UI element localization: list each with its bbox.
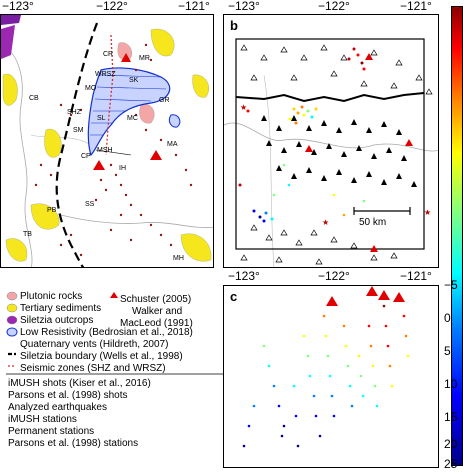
legend-lowres: Low Resistivity (Bedrosian et al., 2018) bbox=[20, 327, 193, 338]
bottom-tick-3: −121° bbox=[400, 269, 432, 283]
legend-siletzia: Siletzia outcrops bbox=[20, 315, 94, 326]
scalebar-label: 50 km bbox=[359, 217, 387, 228]
top-tick-left-2: −122° bbox=[96, 0, 128, 13]
svg-text:★: ★ bbox=[424, 208, 431, 217]
label-shz: SHZ bbox=[67, 109, 81, 116]
bottom-tick-1: −123° bbox=[228, 269, 260, 283]
depth-colorbar bbox=[451, 6, 463, 466]
colorbar-tick-5: 15 bbox=[444, 410, 458, 424]
label-sl: SL bbox=[97, 115, 106, 122]
label-mr: MR bbox=[139, 55, 150, 62]
depth-section-c bbox=[242, 286, 410, 448]
legend-plutonic: Plutonic rocks bbox=[20, 291, 83, 302]
bottom-tick-2: −122° bbox=[318, 269, 350, 283]
colorbar-tick-7: 25 bbox=[444, 457, 458, 471]
depth-panel-c: c bbox=[223, 285, 439, 468]
top-tick-right-1: −123° bbox=[228, 0, 260, 13]
legend-walker: Walker and bbox=[132, 306, 183, 317]
label-tb: TB bbox=[23, 231, 32, 238]
legend-macleod: MacLeod (1991) bbox=[120, 318, 193, 329]
colorbar-tick-3: 5 bbox=[444, 344, 451, 358]
label-msh: MSH bbox=[97, 147, 113, 154]
label-ih: IH bbox=[119, 165, 126, 172]
label-mc: MC bbox=[127, 115, 138, 122]
top-tick-right-2: −122° bbox=[318, 0, 350, 13]
label-ss: SS bbox=[85, 201, 95, 208]
panel-b-letter: b bbox=[228, 18, 240, 33]
label-cp: CP bbox=[81, 153, 91, 160]
label-cb: CB bbox=[29, 95, 39, 102]
legend-seismic: Seismic zones (SHZ and WRSZ) bbox=[20, 363, 166, 374]
legend: Plutonic rocks Tertiary sediments Siletz… bbox=[4, 290, 226, 470]
legend-analyzed: Analyzed earthquakes bbox=[8, 402, 107, 413]
legend-tertiary: Tertiary sediments bbox=[20, 303, 102, 314]
seismicity-map-b: ★ ★ ★ bbox=[224, 38, 438, 267]
top-tick-left-1: −123° bbox=[2, 0, 34, 13]
legend-vents: Quaternary vents (Hildreth, 2007) bbox=[20, 339, 169, 350]
colorbar-tick-6: 20 bbox=[444, 437, 458, 451]
label-sm: SM bbox=[73, 127, 84, 134]
label-gr: GR bbox=[159, 97, 170, 104]
svg-text:★: ★ bbox=[322, 218, 329, 227]
legend-imush-stations: iMUSH stations bbox=[8, 414, 77, 425]
top-tick-right-3: −121° bbox=[400, 0, 432, 13]
svg-text:★: ★ bbox=[240, 103, 247, 112]
label-mh: MH bbox=[173, 255, 184, 262]
label-pb: PB bbox=[47, 207, 57, 214]
label-cr: CR bbox=[103, 51, 114, 58]
legend-symbols bbox=[6, 291, 224, 375]
legend-permanent: Permanent stations bbox=[8, 426, 95, 437]
legend-parsons-stations: Parsons et al. (1998) stations bbox=[8, 438, 139, 449]
label-mo: MO bbox=[85, 85, 97, 92]
legend-boundary: Siletzia boundary (Wells et al., 1998) bbox=[20, 351, 183, 362]
label-sk: SK bbox=[129, 77, 139, 84]
map-panel-b: ★ ★ ★ b 50 km bbox=[223, 14, 439, 268]
geology-map-a bbox=[1, 15, 213, 267]
top-tick-left-3: −121° bbox=[178, 0, 210, 13]
colorbar-tick-2: 0 bbox=[444, 311, 451, 325]
panel-c-letter: c bbox=[228, 289, 240, 304]
legend-imush: iMUSH shots (Kiser et al., 2016) bbox=[8, 378, 151, 389]
map-panel-a: CR MR WRSZ SK GR CB MO SHZ SL MC SM CP M… bbox=[0, 14, 214, 268]
label-wrsz: WRSZ bbox=[95, 71, 116, 78]
legend-schuster: Schuster (2005) bbox=[120, 294, 192, 305]
label-ma: MA bbox=[167, 141, 178, 148]
colorbar-tick-1: −5 bbox=[444, 278, 458, 292]
legend-parsons-shots: Parsons et al. (1998) shots bbox=[8, 390, 128, 401]
colorbar-tick-4: 10 bbox=[444, 377, 458, 391]
